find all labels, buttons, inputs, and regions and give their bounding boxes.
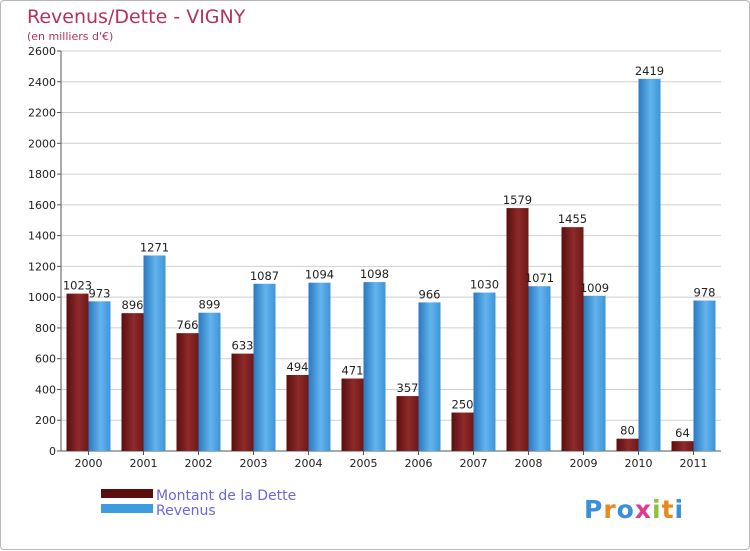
- value-label-dette: 64: [675, 426, 690, 440]
- value-label-revenus: 2419: [635, 64, 664, 78]
- x-tick-label: 2001: [130, 457, 158, 470]
- y-tick-label: 600: [35, 353, 56, 366]
- bar-revenus-2009: [583, 295, 606, 451]
- value-label-dette: 471: [342, 364, 364, 378]
- bar-revenus-2008: [528, 286, 551, 451]
- x-tick-label: 2002: [185, 457, 213, 470]
- x-tick-label: 2009: [570, 457, 598, 470]
- value-label-dette: 633: [232, 339, 254, 353]
- x-tick-label: 2003: [240, 457, 268, 470]
- bar-revenus-2010: [638, 78, 661, 451]
- logo-letter: r: [603, 495, 616, 524]
- value-label-revenus: 1071: [525, 271, 554, 285]
- x-tick-label: 2008: [515, 457, 543, 470]
- x-tick-label: 2004: [295, 457, 323, 470]
- value-label-revenus: 973: [89, 286, 111, 300]
- value-label-dette: 80: [620, 424, 635, 438]
- x-tick-label: 2006: [405, 457, 433, 470]
- value-label-dette: 494: [287, 360, 309, 374]
- bar-dette-2007: [451, 412, 474, 451]
- legend-label-debt: Montant de la Dette: [156, 488, 296, 504]
- y-tick-label: 1200: [28, 260, 56, 273]
- value-label-revenus: 1271: [140, 240, 169, 254]
- bar-revenus-2000: [88, 301, 111, 451]
- value-label-dette: 1455: [558, 212, 587, 226]
- bar-revenus-2007: [473, 292, 496, 451]
- legend-swatch-revenus: [101, 504, 153, 513]
- legend-swatch-debt: [101, 489, 153, 498]
- value-label-dette: 1579: [503, 193, 532, 207]
- value-label-revenus: 1087: [250, 269, 279, 283]
- value-label-dette: 896: [122, 298, 144, 312]
- y-tick-label: 0: [49, 445, 56, 458]
- value-label-revenus: 1094: [305, 268, 334, 282]
- value-label-dette: 1023: [63, 279, 92, 293]
- bar-revenus-2006: [418, 302, 441, 451]
- bar-dette-2010: [616, 438, 639, 451]
- bar-dette-2006: [396, 396, 419, 451]
- x-tick-label: 2000: [75, 457, 103, 470]
- logo-letter: i: [652, 495, 662, 524]
- bar-revenus-2005: [363, 282, 386, 451]
- bar-dette-2003: [231, 353, 254, 451]
- bar-dette-2002: [176, 333, 199, 451]
- y-tick-label: 1400: [28, 230, 56, 243]
- y-tick-label: 200: [35, 414, 56, 427]
- chart-subtitle: (en milliers d'€): [27, 30, 113, 43]
- proxiti-logo: Proxiti: [584, 495, 684, 524]
- legend: Montant de la Dette Revenus: [101, 488, 296, 519]
- bar-revenus-2004: [308, 282, 331, 451]
- bar-revenus-2002: [198, 312, 221, 451]
- bar-dette-2005: [341, 378, 364, 451]
- y-tick-label: 1600: [28, 199, 56, 212]
- y-tick-label: 2600: [28, 45, 56, 58]
- x-tick-label: 2011: [680, 457, 708, 470]
- chart-title: Revenus/Dette - VIGNY: [27, 6, 246, 28]
- svg-text:Proxiti: Proxiti: [584, 495, 684, 524]
- x-tick-label: 2010: [625, 457, 653, 470]
- bar-dette-2011: [671, 441, 694, 451]
- value-label-dette: 357: [397, 381, 419, 395]
- logo-letter: P: [584, 495, 603, 524]
- y-tick-label: 400: [35, 383, 56, 396]
- y-tick-label: 2400: [28, 76, 56, 89]
- value-label-revenus: 899: [199, 298, 221, 312]
- x-axis-ticks: 2000 2001 2002 2003 2004 2005 2006 2007 2008 2009…: [75, 451, 708, 470]
- bar-dette-2000: [66, 293, 89, 451]
- value-label-revenus: 1098: [360, 267, 389, 281]
- value-label-dette: 766: [177, 318, 199, 332]
- bar-dette-2004: [286, 375, 309, 451]
- value-label-revenus: 1009: [580, 281, 609, 295]
- y-tick-label: 1800: [28, 168, 56, 181]
- bar-revenus-2003: [253, 283, 276, 451]
- grid-lines: [61, 50, 721, 421]
- y-tick-label: 800: [35, 322, 56, 335]
- logo-letter: i: [675, 495, 685, 524]
- bar-revenus-2011: [693, 300, 716, 451]
- logo-letter: o: [617, 495, 635, 524]
- bar-dette-2008: [506, 208, 529, 451]
- logo-letter: t: [662, 495, 675, 524]
- logo-letter: x: [635, 495, 652, 524]
- value-label-revenus: 1030: [470, 278, 499, 292]
- x-tick-label: 2005: [350, 457, 378, 470]
- y-tick-label: 1000: [28, 291, 56, 304]
- value-label-dette: 250: [452, 398, 474, 412]
- y-tick-label: 2200: [28, 107, 56, 120]
- y-tick-label: 2000: [28, 137, 56, 150]
- value-label-revenus: 978: [694, 286, 716, 300]
- bars-group: [66, 78, 716, 451]
- bar-revenus-2001: [143, 255, 166, 451]
- bar-dette-2001: [121, 313, 144, 451]
- value-label-revenus: 966: [419, 287, 441, 301]
- x-tick-label: 2007: [460, 457, 488, 470]
- legend-label-revenus: Revenus: [156, 503, 216, 519]
- bar-dette-2009: [561, 227, 584, 451]
- y-axis-ticks: 0 200 400 600 800 1000 1200 1400 1600 1800 2000 220…: [28, 45, 61, 458]
